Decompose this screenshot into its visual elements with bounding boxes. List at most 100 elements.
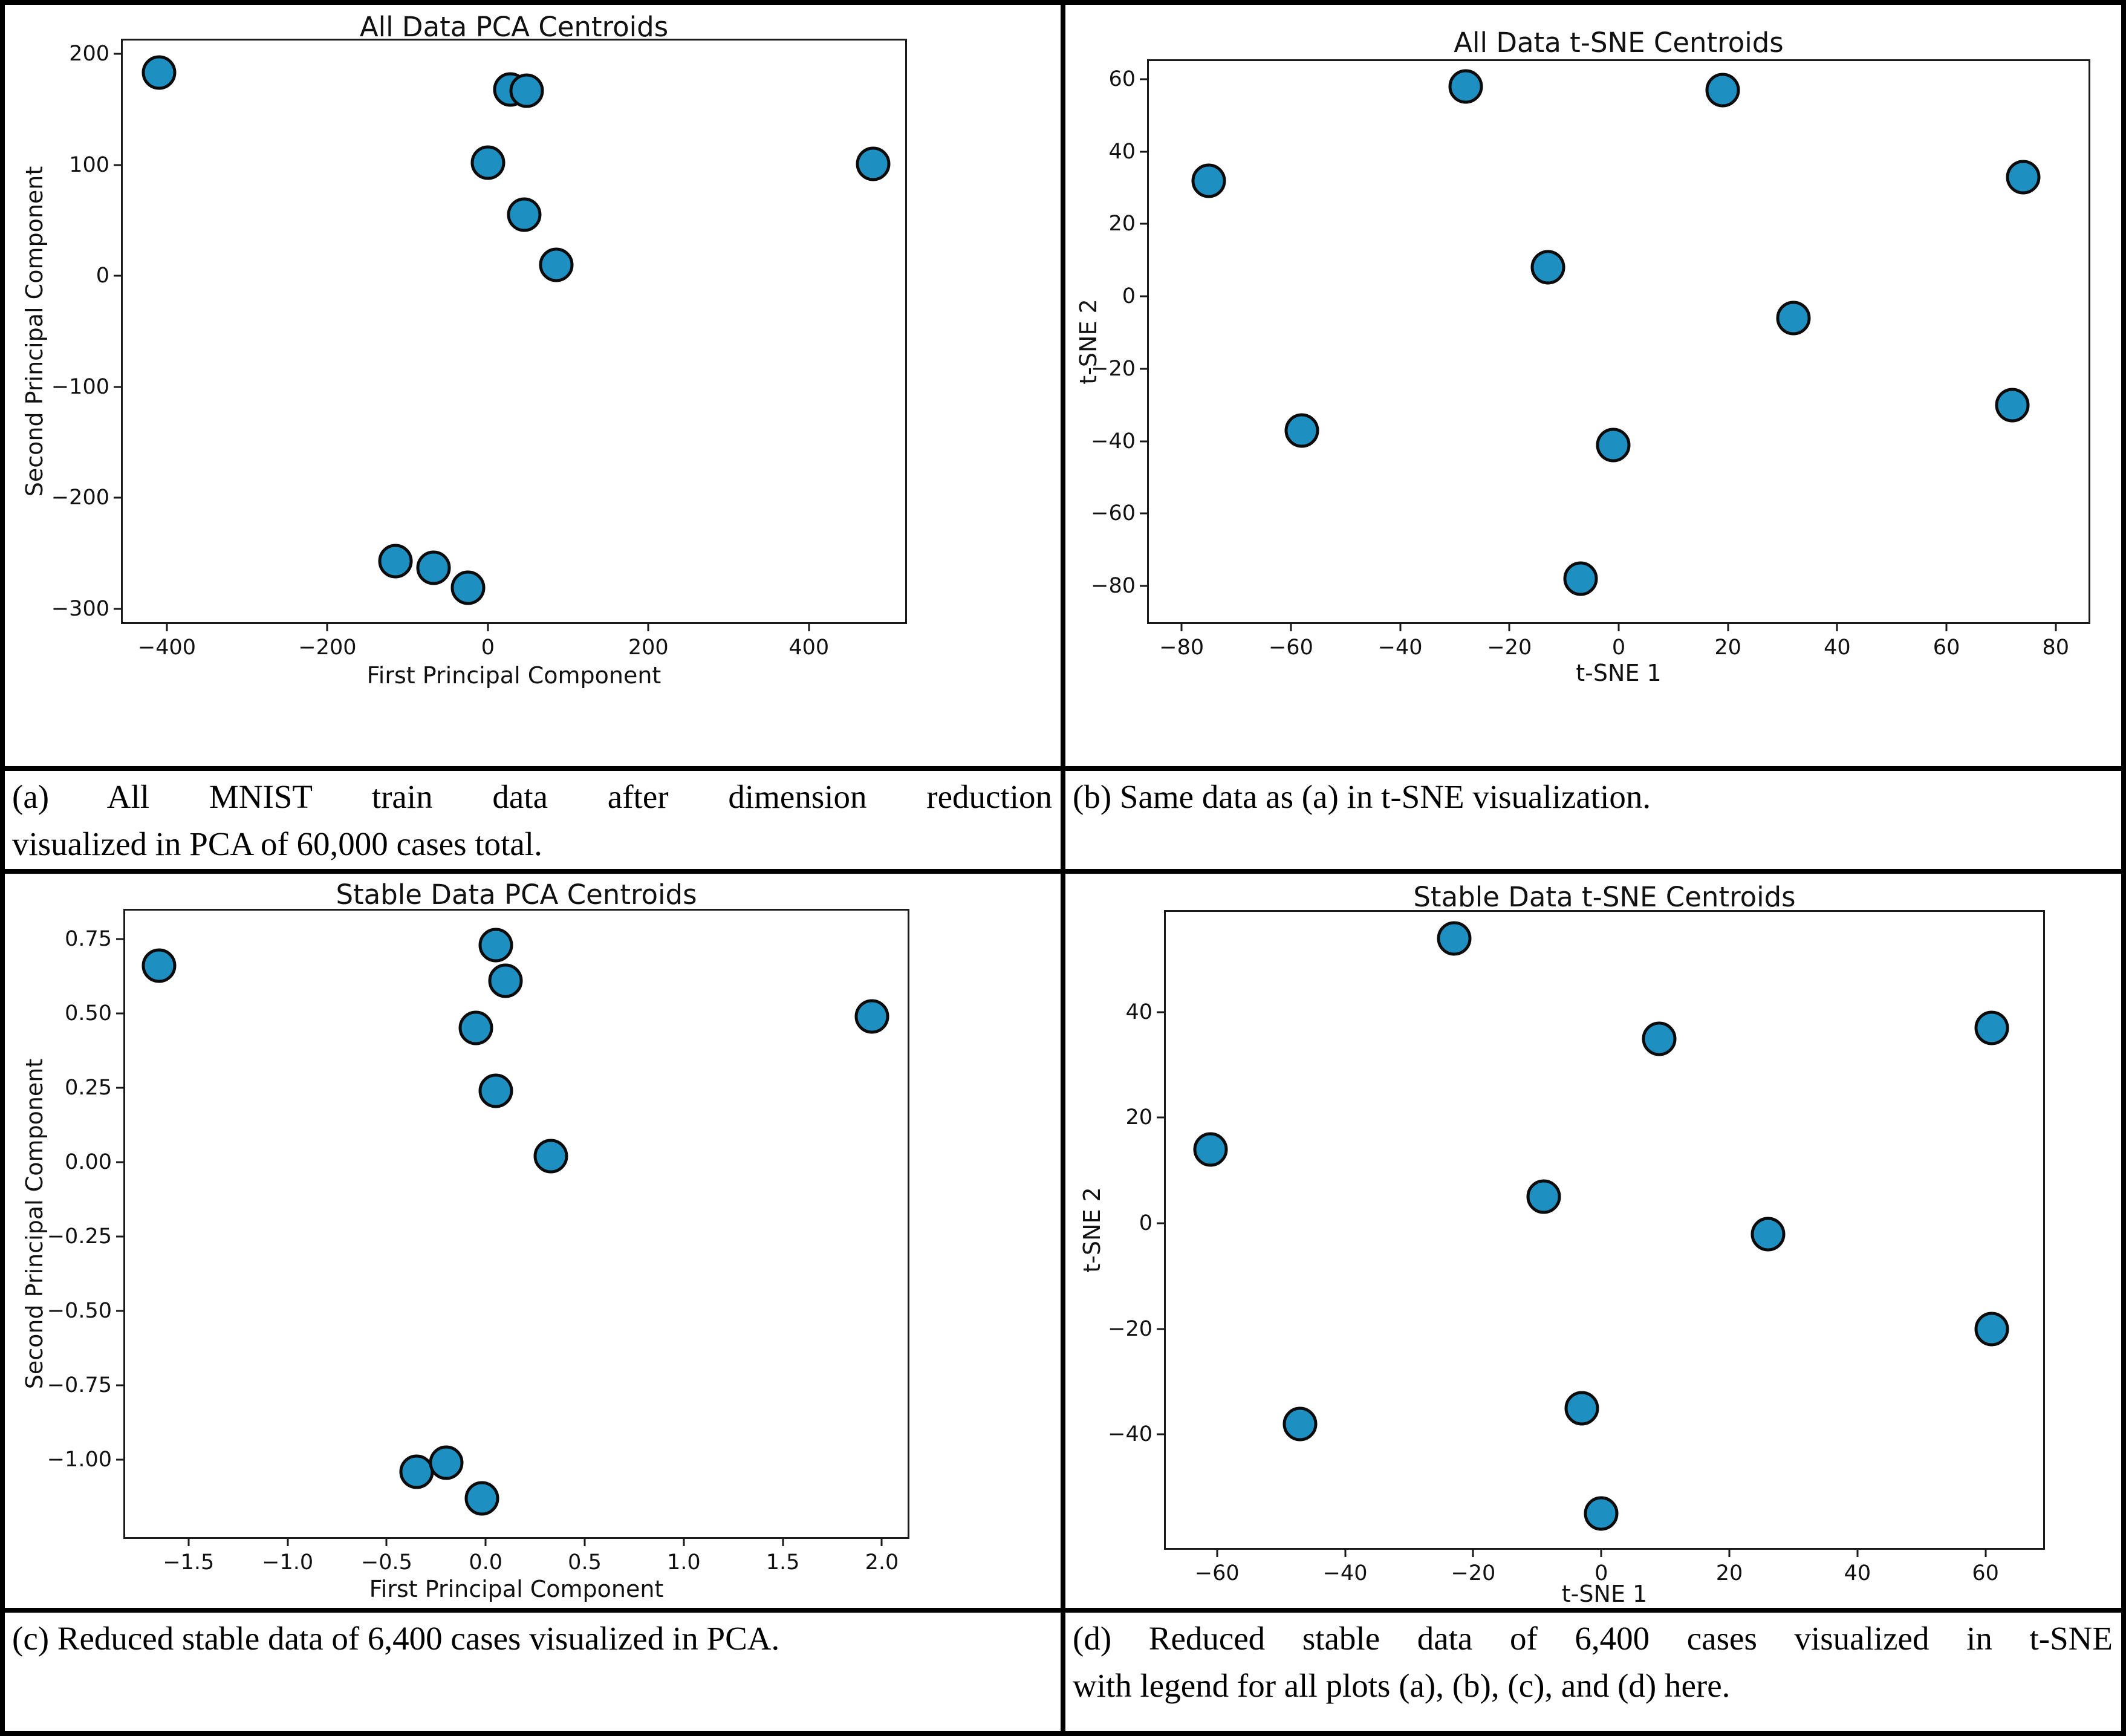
y-axis-label-a: Second Principal Component: [21, 166, 48, 497]
data-point: [1974, 1312, 2009, 1347]
y-tick-mark: [114, 386, 123, 388]
data-point: [416, 550, 451, 585]
y-tick-label: 20: [1108, 212, 1136, 236]
y-tick-label: −80: [1091, 574, 1136, 599]
y-tick-mark: [116, 1310, 125, 1312]
x-tick-label: 20: [1714, 636, 1741, 660]
data-point: [856, 146, 891, 181]
y-tick-label: −100: [51, 374, 109, 399]
data-point: [1642, 1021, 1677, 1056]
x-tick-label: −1.5: [163, 1550, 215, 1575]
x-tick-label: 200: [628, 636, 669, 660]
y-tick-label: −1.00: [47, 1448, 112, 1472]
caption-d: (d) Reduced stable data of 6,400 cases v…: [1065, 1613, 2121, 1731]
y-tick-mark: [116, 1087, 125, 1089]
data-point: [488, 963, 523, 998]
data-point: [141, 948, 177, 983]
plot-title-a: All Data PCA Centroids: [359, 11, 669, 43]
data-point: [470, 145, 505, 180]
caption-a-line-1: (a) All MNIST train data after dimension…: [12, 778, 1052, 815]
y-tick-label: 200: [69, 42, 109, 67]
data-point: [509, 73, 544, 108]
x-tick-label: −20: [1487, 636, 1532, 660]
x-tick-mark: [1216, 1548, 1218, 1557]
y-tick-mark: [1140, 151, 1149, 153]
y-tick-mark: [1157, 1433, 1166, 1435]
y-tick-label: 0.25: [65, 1075, 112, 1100]
x-tick-mark: [187, 1537, 190, 1546]
x-tick-mark: [1399, 622, 1402, 631]
y-tick-label: −200: [51, 486, 109, 510]
data-point: [399, 1454, 434, 1489]
x-tick-mark: [1617, 622, 1620, 631]
x-tick-label: 40: [1844, 1561, 1871, 1585]
y-tick-mark: [1140, 223, 1149, 225]
data-point: [1193, 1132, 1228, 1167]
x-tick-mark: [287, 1537, 289, 1546]
y-tick-label: 100: [69, 152, 109, 177]
x-tick-label: 40: [1824, 636, 1851, 660]
data-point: [1705, 73, 1740, 108]
x-tick-mark: [1945, 622, 1948, 631]
y-tick-label: −0.50: [47, 1298, 112, 1323]
data-point: [1584, 1496, 1619, 1531]
y-tick-mark: [1157, 1222, 1166, 1224]
y-tick-label: 0.75: [65, 926, 112, 951]
data-point: [1530, 250, 1565, 285]
y-tick-label: −0.25: [47, 1224, 112, 1249]
y-tick-mark: [114, 496, 123, 499]
data-point: [854, 999, 889, 1034]
x-tick-label: −20: [1451, 1561, 1496, 1585]
y-tick-mark: [116, 1161, 125, 1163]
y-tick-label: −0.75: [47, 1373, 112, 1397]
y-tick-mark: [114, 53, 123, 55]
x-tick-mark: [166, 622, 168, 631]
x-tick-label: 60: [1972, 1561, 1999, 1585]
panel-c-plot-cell: Stable Data PCA Centroids Second Princip…: [5, 874, 1061, 1608]
plot-title-c: Stable Data PCA Centroids: [336, 879, 697, 911]
y-tick-label: −300: [51, 596, 109, 621]
data-point: [2006, 160, 2041, 195]
x-tick-label: 20: [1715, 1561, 1743, 1585]
data-point: [1448, 69, 1483, 104]
x-tick-label: −200: [298, 636, 357, 660]
data-point: [1284, 413, 1319, 448]
y-tick-label: −20: [1108, 1316, 1152, 1341]
plot-title-d: Stable Data t-SNE Centroids: [1413, 881, 1796, 913]
caption-b-line-1: (b) Same data as (a) in t-SNE visualizat…: [1073, 778, 1651, 815]
data-point: [450, 570, 486, 605]
x-axis-label-c: First Principal Component: [369, 1576, 664, 1602]
x-tick-mark: [487, 622, 489, 631]
y-tick-mark: [1140, 368, 1149, 370]
data-point: [478, 928, 513, 963]
x-tick-mark: [1290, 622, 1292, 631]
data-point: [429, 1445, 464, 1480]
data-point: [464, 1481, 499, 1516]
x-tick-mark: [782, 1537, 784, 1546]
x-tick-label: 400: [788, 636, 830, 660]
plot-area-a: Second Principal Component First Princip…: [21, 39, 907, 689]
panel-a-plot-cell: All Data PCA Centroids Second Principal …: [5, 5, 1061, 766]
caption-c: (c) Reduced stable data of 6,400 cases v…: [5, 1613, 1061, 1731]
y-tick-mark: [114, 164, 123, 166]
y-tick-mark: [116, 1384, 125, 1387]
x-axis-label-d: t-SNE 1: [1561, 1581, 1648, 1607]
y-tick-mark: [1140, 295, 1149, 297]
x-tick-mark: [484, 1537, 487, 1546]
x-tick-label: −60: [1268, 636, 1313, 660]
x-tick-label: 60: [1933, 636, 1960, 660]
y-tick-mark: [1140, 440, 1149, 443]
x-tick-label: −40: [1377, 636, 1423, 660]
y-axis-label-c: Second Principal Component: [21, 1058, 48, 1390]
y-tick-label: 0: [1122, 284, 1136, 309]
x-tick-mark: [2055, 622, 2057, 631]
data-point: [1564, 1391, 1599, 1426]
data-point: [378, 544, 413, 579]
x-tick-mark: [584, 1537, 586, 1546]
y-tick-label: 0: [1139, 1211, 1152, 1236]
data-point: [533, 1139, 568, 1174]
y-tick-mark: [116, 1458, 125, 1461]
y-tick-label: 0.00: [65, 1149, 112, 1174]
y-tick-label: 0.50: [65, 1001, 112, 1026]
x-axis-label-a: First Principal Component: [366, 662, 662, 689]
